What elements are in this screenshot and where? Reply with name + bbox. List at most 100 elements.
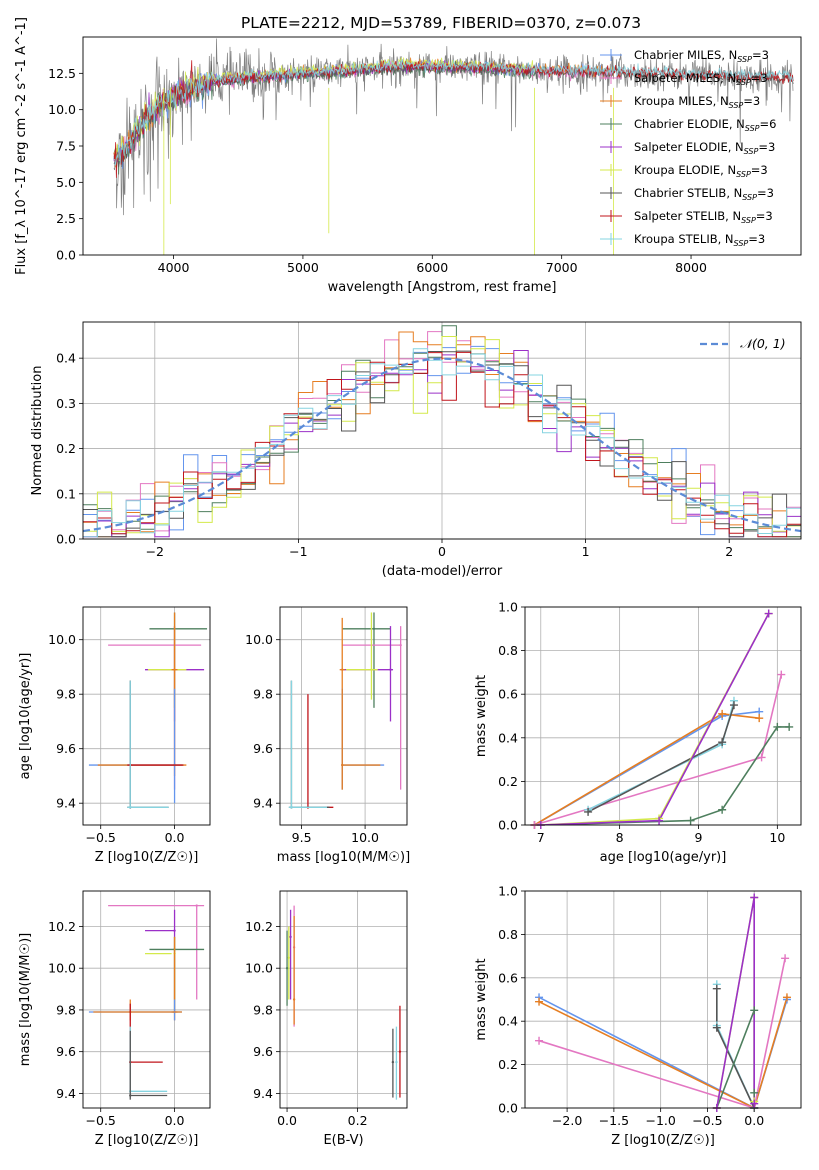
y-tick-label: 7.5 (56, 139, 76, 154)
data-point (341, 763, 344, 767)
legend-label-main: Chabrier ELODIE, N (634, 117, 745, 131)
gaussian-curve (83, 357, 801, 533)
x-axis-label: Z [log10(Z/Z☉)] (95, 850, 199, 865)
plot-area (288, 612, 402, 809)
x-axis-label: wavelength [Angstrom, rest frame] (328, 280, 557, 295)
series-line-chabrier-elodie (716, 1010, 756, 1108)
y-tick-label: 9.8 (253, 687, 273, 702)
plus-marker (718, 805, 727, 814)
x-tick-label: 2 (725, 544, 733, 559)
x-tick-label: 0.0 (165, 830, 185, 845)
y-axis-label: Normed distribution (30, 366, 45, 496)
plus-marker (750, 1006, 759, 1015)
y-tick-label: 9.8 (253, 1002, 273, 1017)
data-point (391, 1060, 395, 1064)
series-line-kroupa-elodie (540, 613, 770, 825)
plus-marker (750, 1088, 759, 1097)
y-tick-label: 9.4 (253, 1086, 273, 1101)
y-tick-label: 0.0 (498, 818, 518, 833)
plus-marker (782, 993, 791, 1002)
data-point (389, 668, 392, 671)
legend-label-main: Kroupa MILES, N (634, 94, 729, 108)
x-tick-label: −1.5 (599, 1113, 629, 1128)
x-tick-label: −1 (289, 544, 307, 559)
legend-label-main: Salpeter ELODIE, N (634, 140, 744, 154)
legend-label: Salpeter ELODIE, NSSP=3 (634, 140, 775, 156)
data-point (173, 929, 176, 932)
plus-marker (781, 954, 790, 963)
y-tick-label: 9.8 (56, 1002, 76, 1017)
legend-label-main: Salpeter STELIB, N (634, 209, 741, 223)
y-tick-label: 0.0 (56, 532, 76, 547)
y-axis-label: Flux [f_λ 10^-17 erg cm^-2 s^-1 A^-1] (14, 17, 29, 275)
x-tick-label: 8000 (675, 260, 707, 275)
legend-label: Chabrier STELIB, NSSP=3 (634, 186, 774, 202)
legend-label-end: =3 (752, 48, 769, 62)
legend-label-main: Kroupa ELODIE, N (634, 163, 736, 177)
y-tick-label: 0.0 (56, 248, 76, 263)
x-axis-label: age [log10(age/yr)] (600, 850, 727, 865)
plus-marker (773, 722, 782, 731)
x-tick-label: −0.5 (86, 830, 116, 845)
axes-frame (82, 36, 802, 256)
y-tick-label: 9.6 (56, 741, 76, 756)
legend-label-sub: SSP (744, 147, 759, 156)
legend-label: Chabrier ELODIE, NSSP=6 (634, 117, 776, 133)
charts-container: 4000 5000 6000 7000 80000.02.55.07.510.012.5… (14, 17, 802, 1148)
x-tick-label: 0.2 (348, 1113, 368, 1128)
axes-frame (279, 606, 408, 826)
legend-label-sub: SSP (741, 216, 756, 225)
data-point (398, 1050, 402, 1053)
y-tick-label: 0.2 (56, 441, 76, 456)
legend-label-sub: SSP (737, 55, 752, 64)
x-axis-label: (data-model)/error (382, 564, 503, 579)
data-point (289, 935, 292, 939)
figure-title: PLATE=2212, MJD=53789, FIBERID=0370, z=0… (241, 14, 641, 32)
legend-label-sub: SSP (736, 78, 751, 87)
y-tick-label: 9.8 (56, 687, 76, 702)
legend-label: Salpeter STELIB, NSSP=3 (634, 209, 773, 225)
legend-label-sub: SSP (745, 124, 760, 133)
plot-area (538, 897, 788, 1108)
chart-massweight-vs-Z: −2.0 −1.5 −1.0 −0.5 0.0 0.0 0.2 0.4 0.6 0.8 1.0 Z [… (474, 884, 802, 1148)
plus-marker (535, 1036, 544, 1045)
axes-frame (524, 606, 802, 826)
legend-label-end: =3 (748, 232, 765, 246)
chart-massweight-vs-age: 7 8 9 10 0.0 0.2 0.4 0.6 0.8 1.0 age [log10(age/yr… (474, 600, 802, 865)
legend-label-end: =6 (760, 117, 777, 131)
y-tick-label: 0.8 (498, 643, 518, 658)
legend-label: 𝒩(0, 1) (740, 336, 786, 351)
series-line-kroupa-miles (538, 997, 788, 1108)
x-tick-label: 6000 (416, 260, 448, 275)
x-tick-label: −2 (146, 544, 164, 559)
plus-marker (712, 1023, 721, 1032)
plot-area (88, 612, 208, 809)
data-point (399, 643, 402, 647)
legend-label-sub: SSP (734, 239, 749, 248)
x-tick-label: −2.0 (552, 1113, 582, 1128)
data-point (395, 1060, 398, 1064)
plus-marker (757, 753, 766, 762)
data-point (292, 998, 296, 1001)
x-axis-label: E(B-V) (323, 1133, 363, 1148)
x-tick-label: 10 (769, 830, 785, 845)
x-tick-label: 8 (616, 830, 624, 845)
y-tick-label: 0.6 (498, 970, 518, 985)
y-axis-label: age [log10(age/yr)] (18, 653, 33, 780)
y-tick-label: 10.0 (245, 961, 273, 976)
data-point (370, 668, 373, 671)
x-tick-label: 7000 (546, 260, 578, 275)
y-axis-label: mass [log10(M/M☉)] (18, 933, 33, 1066)
data-point (372, 627, 376, 630)
y-tick-label: 10.0 (48, 632, 76, 647)
legend-label-main: Kroupa STELIB, N (634, 232, 734, 246)
histogram-chabrier-miles (83, 345, 801, 538)
plus-marker (535, 997, 544, 1006)
series-line-salpeter-miles (538, 958, 786, 1108)
y-tick-label: 0.8 (498, 927, 518, 942)
x-tick-label: 7 (537, 830, 545, 845)
y-tick-label: 0.3 (56, 396, 76, 411)
y-axis-label: mass weight (474, 958, 489, 1040)
series-line-kroupa-stelib (587, 700, 735, 811)
legend-label-sub: SSP (736, 170, 751, 179)
